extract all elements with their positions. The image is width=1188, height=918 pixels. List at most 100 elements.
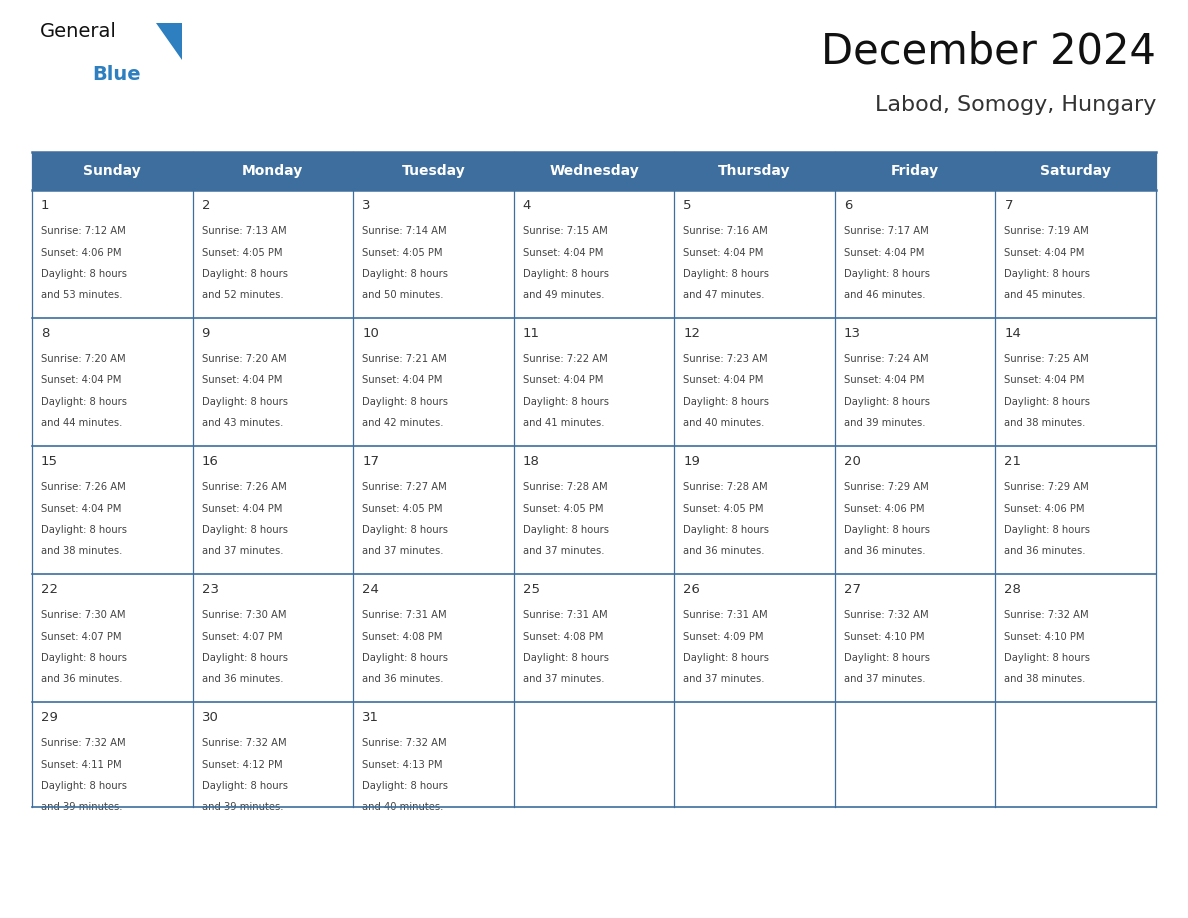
Text: and 37 minutes.: and 37 minutes.	[523, 675, 605, 685]
Bar	[353, 152, 513, 190]
Text: and 37 minutes.: and 37 minutes.	[843, 675, 925, 685]
Text: Sunrise: 7:20 AM: Sunrise: 7:20 AM	[42, 354, 126, 364]
Text: Daylight: 8 hours: Daylight: 8 hours	[683, 397, 770, 407]
Text: and 37 minutes.: and 37 minutes.	[202, 546, 283, 556]
Text: 15: 15	[42, 455, 58, 468]
Bar	[835, 152, 996, 190]
Text: Sunrise: 7:25 AM: Sunrise: 7:25 AM	[1004, 354, 1089, 364]
Text: 17: 17	[362, 455, 379, 468]
Text: Daylight: 8 hours: Daylight: 8 hours	[843, 653, 930, 663]
Text: Sunset: 4:04 PM: Sunset: 4:04 PM	[523, 248, 604, 258]
Text: and 36 minutes.: and 36 minutes.	[202, 675, 283, 685]
Text: Sunset: 4:06 PM: Sunset: 4:06 PM	[1004, 503, 1085, 513]
Text: and 40 minutes.: and 40 minutes.	[362, 802, 443, 812]
Text: Daylight: 8 hours: Daylight: 8 hours	[523, 397, 608, 407]
Text: Sunrise: 7:13 AM: Sunrise: 7:13 AM	[202, 226, 286, 236]
Text: and 41 minutes.: and 41 minutes.	[523, 419, 605, 429]
Text: Daylight: 8 hours: Daylight: 8 hours	[202, 397, 287, 407]
Polygon shape	[156, 23, 182, 60]
Text: Daylight: 8 hours: Daylight: 8 hours	[1004, 269, 1091, 279]
Text: Sunday: Sunday	[83, 164, 141, 178]
Text: Sunrise: 7:24 AM: Sunrise: 7:24 AM	[843, 354, 929, 364]
Text: 10: 10	[362, 327, 379, 340]
Bar	[513, 152, 675, 190]
Text: Daylight: 8 hours: Daylight: 8 hours	[683, 269, 770, 279]
Text: Daylight: 8 hours: Daylight: 8 hours	[523, 525, 608, 535]
Text: Sunrise: 7:12 AM: Sunrise: 7:12 AM	[42, 226, 126, 236]
Text: Sunrise: 7:29 AM: Sunrise: 7:29 AM	[843, 482, 929, 492]
Text: Sunset: 4:04 PM: Sunset: 4:04 PM	[362, 375, 442, 386]
Text: Daylight: 8 hours: Daylight: 8 hours	[42, 525, 127, 535]
Text: and 50 minutes.: and 50 minutes.	[362, 290, 443, 300]
Text: Sunrise: 7:32 AM: Sunrise: 7:32 AM	[202, 738, 286, 748]
Text: 9: 9	[202, 327, 210, 340]
Text: Sunset: 4:10 PM: Sunset: 4:10 PM	[843, 632, 924, 642]
Bar	[192, 152, 353, 190]
Text: Daylight: 8 hours: Daylight: 8 hours	[843, 525, 930, 535]
Text: and 36 minutes.: and 36 minutes.	[843, 546, 925, 556]
Text: Sunset: 4:04 PM: Sunset: 4:04 PM	[843, 248, 924, 258]
Text: Daylight: 8 hours: Daylight: 8 hours	[683, 653, 770, 663]
Text: Sunrise: 7:20 AM: Sunrise: 7:20 AM	[202, 354, 286, 364]
Text: Sunrise: 7:16 AM: Sunrise: 7:16 AM	[683, 226, 767, 236]
Text: Sunset: 4:10 PM: Sunset: 4:10 PM	[1004, 632, 1085, 642]
Text: Sunset: 4:04 PM: Sunset: 4:04 PM	[202, 503, 282, 513]
Text: Sunrise: 7:32 AM: Sunrise: 7:32 AM	[843, 610, 929, 620]
Text: Sunset: 4:07 PM: Sunset: 4:07 PM	[202, 632, 282, 642]
Bar	[32, 152, 192, 190]
Text: Sunset: 4:08 PM: Sunset: 4:08 PM	[523, 632, 604, 642]
Text: 14: 14	[1004, 327, 1022, 340]
Text: and 38 minutes.: and 38 minutes.	[1004, 419, 1086, 429]
Text: Daylight: 8 hours: Daylight: 8 hours	[202, 653, 287, 663]
Text: and 42 minutes.: and 42 minutes.	[362, 419, 443, 429]
Text: and 37 minutes.: and 37 minutes.	[523, 546, 605, 556]
Text: Sunset: 4:05 PM: Sunset: 4:05 PM	[202, 248, 282, 258]
Text: Sunset: 4:05 PM: Sunset: 4:05 PM	[683, 503, 764, 513]
Text: Wednesday: Wednesday	[549, 164, 639, 178]
Text: Sunrise: 7:23 AM: Sunrise: 7:23 AM	[683, 354, 767, 364]
Text: 13: 13	[843, 327, 861, 340]
Text: 23: 23	[202, 583, 219, 596]
Text: Sunrise: 7:28 AM: Sunrise: 7:28 AM	[523, 482, 607, 492]
Text: Sunrise: 7:21 AM: Sunrise: 7:21 AM	[362, 354, 447, 364]
Text: 22: 22	[42, 583, 58, 596]
Text: 5: 5	[683, 199, 691, 212]
Text: Daylight: 8 hours: Daylight: 8 hours	[1004, 397, 1091, 407]
Text: Sunrise: 7:26 AM: Sunrise: 7:26 AM	[42, 482, 126, 492]
Text: 19: 19	[683, 455, 700, 468]
Text: Sunrise: 7:32 AM: Sunrise: 7:32 AM	[362, 738, 447, 748]
Text: Sunset: 4:04 PM: Sunset: 4:04 PM	[683, 248, 764, 258]
Text: 4: 4	[523, 199, 531, 212]
Text: Daylight: 8 hours: Daylight: 8 hours	[42, 781, 127, 791]
Text: and 46 minutes.: and 46 minutes.	[843, 290, 925, 300]
Text: Friday: Friday	[891, 164, 940, 178]
Text: 1: 1	[42, 199, 50, 212]
Text: Sunrise: 7:27 AM: Sunrise: 7:27 AM	[362, 482, 447, 492]
Text: 31: 31	[362, 711, 379, 724]
Text: and 49 minutes.: and 49 minutes.	[523, 290, 605, 300]
Text: Sunrise: 7:32 AM: Sunrise: 7:32 AM	[1004, 610, 1089, 620]
Text: Sunrise: 7:28 AM: Sunrise: 7:28 AM	[683, 482, 767, 492]
Text: Daylight: 8 hours: Daylight: 8 hours	[843, 269, 930, 279]
Text: 12: 12	[683, 327, 700, 340]
Text: and 39 minutes.: and 39 minutes.	[42, 802, 122, 812]
Text: 20: 20	[843, 455, 861, 468]
Text: Sunset: 4:13 PM: Sunset: 4:13 PM	[362, 759, 443, 769]
Text: Daylight: 8 hours: Daylight: 8 hours	[42, 653, 127, 663]
Text: Sunrise: 7:29 AM: Sunrise: 7:29 AM	[1004, 482, 1089, 492]
Text: Daylight: 8 hours: Daylight: 8 hours	[523, 269, 608, 279]
Text: and 36 minutes.: and 36 minutes.	[362, 675, 443, 685]
Text: Sunset: 4:07 PM: Sunset: 4:07 PM	[42, 632, 121, 642]
Text: Daylight: 8 hours: Daylight: 8 hours	[362, 525, 448, 535]
Text: Sunrise: 7:32 AM: Sunrise: 7:32 AM	[42, 738, 126, 748]
Text: 18: 18	[523, 455, 539, 468]
Text: and 36 minutes.: and 36 minutes.	[42, 675, 122, 685]
Text: Monday: Monday	[242, 164, 303, 178]
Text: General: General	[40, 22, 116, 41]
Text: Daylight: 8 hours: Daylight: 8 hours	[1004, 653, 1091, 663]
Text: Sunset: 4:04 PM: Sunset: 4:04 PM	[683, 375, 764, 386]
Text: Daylight: 8 hours: Daylight: 8 hours	[362, 269, 448, 279]
Text: 8: 8	[42, 327, 50, 340]
Text: 21: 21	[1004, 455, 1022, 468]
Text: 6: 6	[843, 199, 852, 212]
